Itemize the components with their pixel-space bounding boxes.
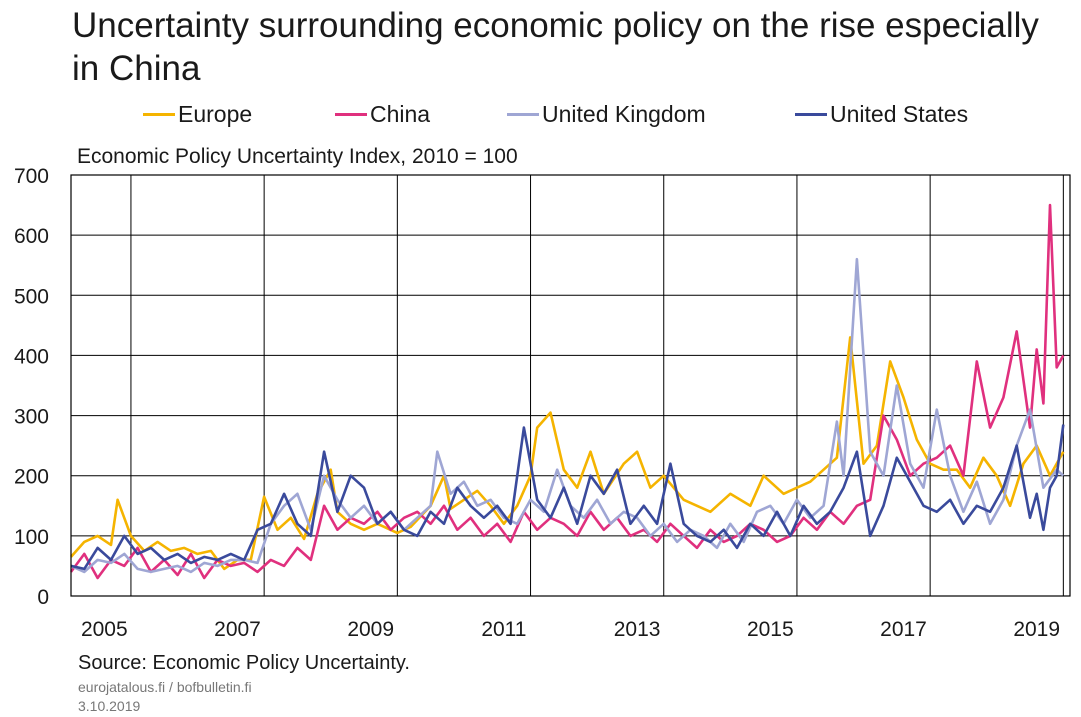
y-tick-labels: 0 100 200 300 400 500 600 700 [14, 165, 49, 609]
grid [71, 175, 1070, 596]
legend-item-uk: United Kingdom [507, 100, 706, 128]
legend-item-europe: Europe [143, 100, 252, 128]
legend-item-china: China [335, 100, 430, 128]
x-tick-label: 2017 [880, 618, 927, 641]
y-tick-label: 100 [14, 526, 49, 549]
series-line-china [69, 203, 1065, 580]
y-tick-label: 600 [14, 225, 49, 248]
legend-label-europe: Europe [178, 101, 253, 127]
y-tick-label: 300 [14, 406, 49, 429]
legend-swatch-europe [143, 112, 175, 116]
x-tick-label: 2007 [214, 618, 261, 641]
x-tick-label: 2009 [347, 618, 394, 641]
x-tick-label: 2015 [747, 618, 794, 641]
x-tick-label: 2005 [81, 618, 128, 641]
y-tick-label: 700 [14, 165, 49, 188]
legend-label-china: China [370, 101, 431, 127]
series-line-united-states [70, 424, 1065, 571]
x-tick-label: 2019 [1013, 618, 1060, 641]
series-lines [69, 203, 1065, 580]
y-tick-label: 200 [14, 466, 49, 489]
y-axis-label: Economic Policy Uncertainty Index, 2010 … [77, 145, 518, 168]
x-tick-label: 2011 [481, 618, 526, 641]
plot-frame [70, 174, 1071, 597]
legend: Europe China United Kingdom United State… [0, 100, 1081, 130]
publication-date: 3.10.2019 [78, 698, 141, 714]
chart-title: Uncertainty surrounding economic policy … [72, 6, 1039, 88]
y-tick-label: 0 [37, 586, 49, 609]
y-tick-label: 500 [14, 285, 49, 308]
y-tick-label: 400 [14, 345, 49, 368]
x-tick-labels: 2005 2007 2009 2011 2013 2015 2017 2019 [81, 618, 1060, 641]
site-credit: eurojatalous.fi / bofbulletin.fi [78, 679, 252, 695]
legend-label-uk: United Kingdom [542, 101, 706, 127]
legend-swatch-uk [507, 112, 539, 116]
series-line-europe [70, 336, 1065, 571]
source-note: Source: Economic Policy Uncertainty. [78, 652, 410, 674]
legend-label-us: United States [830, 101, 969, 127]
legend-swatch-china [335, 112, 367, 116]
legend-swatch-us [795, 112, 827, 116]
legend-item-us: United States [795, 100, 968, 128]
x-tick-label: 2013 [614, 618, 661, 641]
